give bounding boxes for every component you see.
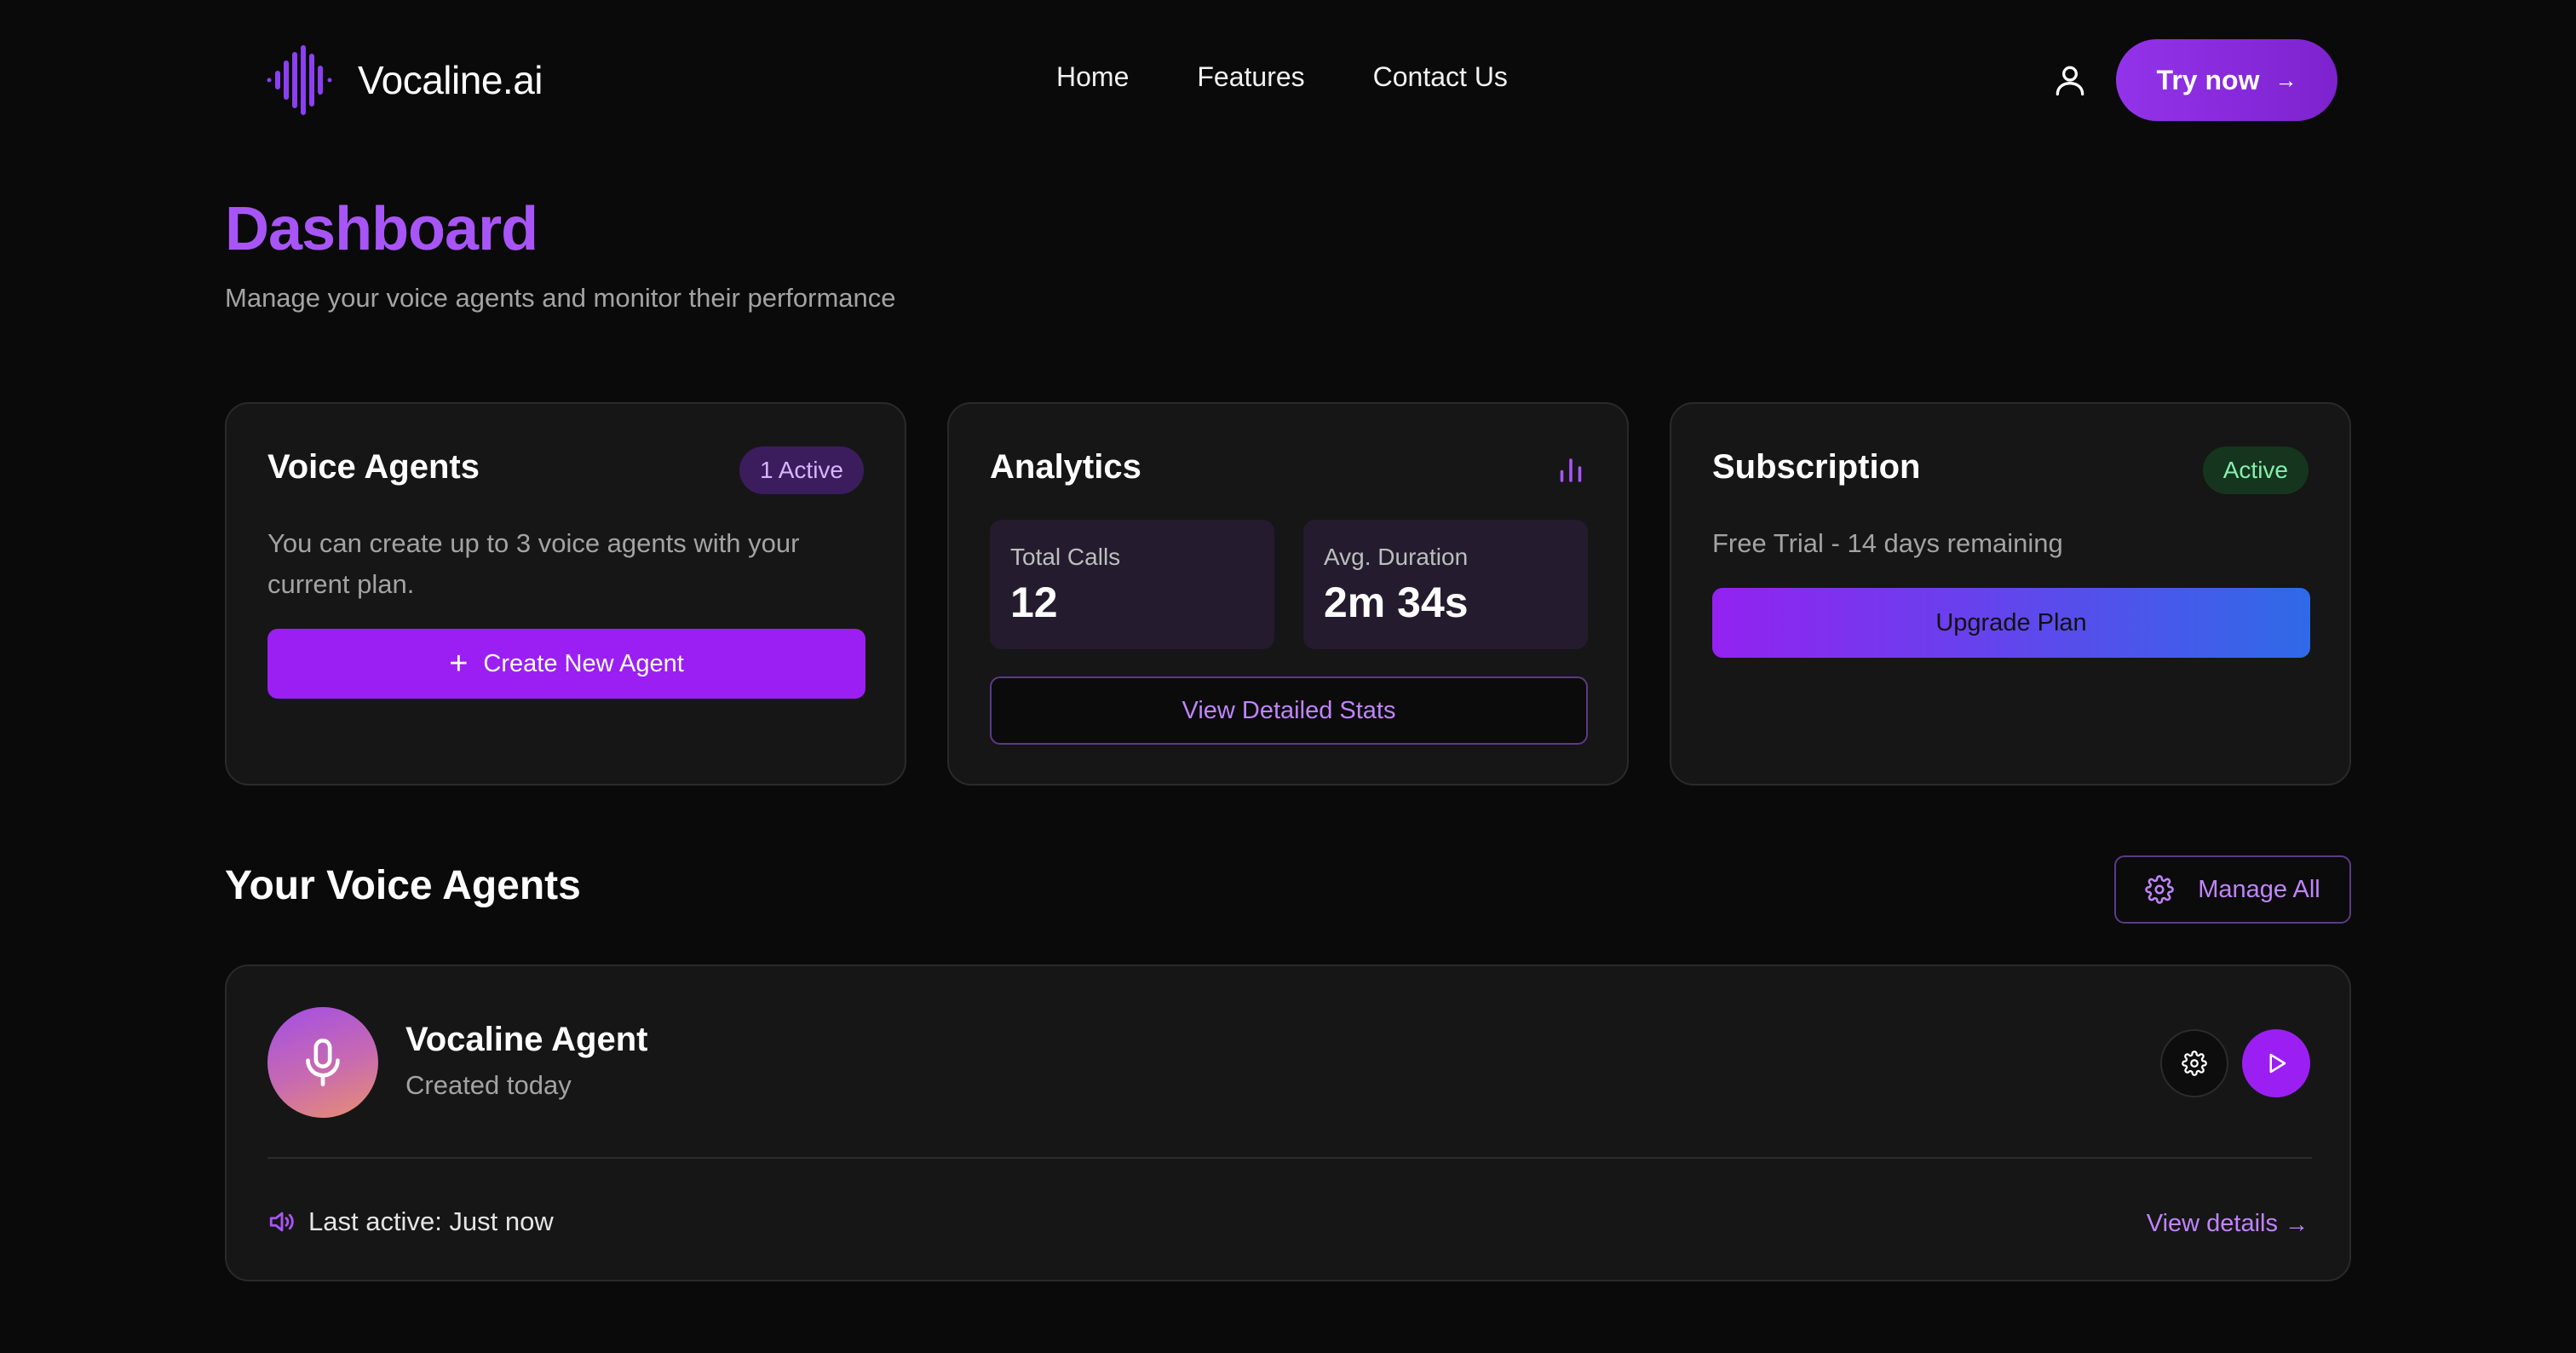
active-count-badge: 1 Active: [739, 446, 864, 494]
nav-home[interactable]: Home: [1056, 61, 1130, 92]
voice-agents-section-title: Your Voice Agents: [225, 863, 581, 908]
total-calls-label: Total Calls: [1010, 544, 1121, 570]
subscription-status-badge: Active: [2202, 446, 2309, 494]
brand-logo[interactable]: Vocaline.ai: [266, 44, 543, 116]
voice-agents-card: Voice Agents 1 Active You can create up …: [225, 402, 906, 786]
trial-remaining-text: Free Trial - 14 days remaining: [1712, 528, 2063, 558]
create-new-agent-label: Create New Agent: [483, 649, 684, 677]
microphone-icon: [306, 1039, 340, 1086]
voice-agents-description: You can create up to 3 voice agents with…: [267, 528, 800, 599]
soundwave-logo-icon: [267, 45, 332, 115]
view-detailed-stats-button[interactable]: View Detailed Stats: [990, 676, 1588, 745]
agent-card: Vocaline Agent Created today Last active…: [225, 964, 2351, 1281]
top-header: Vocaline.ai Home Features Contact Us Try…: [0, 0, 2576, 162]
analytics-card: Analytics Total Calls 12 Avg. Duration 2…: [947, 402, 1629, 786]
view-details-label: View details: [2146, 1210, 2278, 1237]
brand-name: Vocaline.ai: [358, 58, 543, 102]
avg-duration-stat: Avg. Duration 2m 34s: [1303, 520, 1588, 649]
speaker-icon: [269, 1212, 294, 1232]
agent-avatar: [267, 1007, 378, 1118]
bar-chart-icon: [1560, 458, 1582, 482]
analytics-card-title: Analytics: [990, 448, 1141, 486]
nav-features[interactable]: Features: [1197, 61, 1305, 92]
play-icon: [2269, 1053, 2286, 1074]
manage-all-button[interactable]: Manage All: [2114, 855, 2351, 924]
agent-settings-button[interactable]: [2160, 1029, 2228, 1097]
total-calls-stat: Total Calls 12: [990, 520, 1274, 649]
manage-all-label: Manage All: [2198, 875, 2320, 903]
voice-agents-card-title: Voice Agents: [267, 448, 480, 486]
agent-created-date: Created today: [405, 1070, 572, 1100]
create-new-agent-button[interactable]: + Create New Agent: [267, 629, 865, 699]
subscription-card: Subscription Active Free Trial - 14 days…: [1670, 402, 2351, 786]
agent-name: Vocaline Agent: [405, 1021, 648, 1058]
try-now-label: Try now: [2156, 64, 2260, 95]
page-subtitle: Manage your voice agents and monitor the…: [225, 283, 896, 313]
total-calls-value: 12: [1010, 579, 1058, 626]
main-nav: Home Features Contact Us: [1056, 61, 1576, 93]
gear-icon: [2145, 875, 2175, 904]
page-title: Dashboard: [225, 195, 538, 263]
gear-icon: [2182, 1051, 2207, 1076]
avg-duration-value: 2m 34s: [1324, 579, 1469, 626]
subscription-card-title: Subscription: [1712, 448, 1921, 486]
arrow-right-icon: →: [2274, 66, 2297, 93]
view-details-link[interactable]: View details →: [2147, 1210, 2309, 1238]
plus-icon: +: [449, 646, 469, 682]
arrow-right-icon: →: [2285, 1210, 2309, 1237]
agent-card-divider: [267, 1157, 2312, 1159]
nav-contact[interactable]: Contact Us: [1372, 61, 1508, 92]
try-now-button[interactable]: Try now →: [2116, 39, 2337, 121]
agent-play-button[interactable]: [2242, 1029, 2310, 1097]
last-active-row: Last active: Just now: [267, 1206, 554, 1237]
upgrade-plan-button[interactable]: Upgrade Plan: [1712, 588, 2310, 658]
user-icon[interactable]: [2051, 61, 2089, 99]
last-active-text: Last active: Just now: [308, 1206, 554, 1236]
avg-duration-label: Avg. Duration: [1324, 544, 1469, 570]
